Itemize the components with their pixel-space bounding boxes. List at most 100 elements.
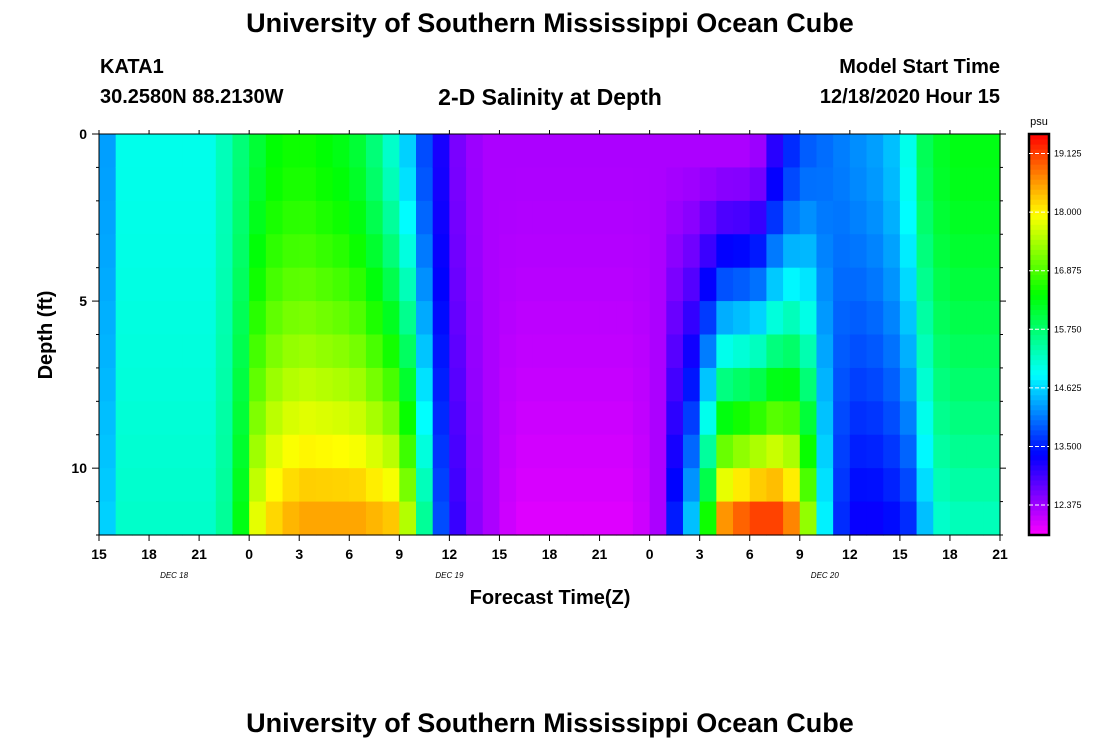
heatmap-cell xyxy=(599,334,617,369)
heatmap-cell xyxy=(349,167,367,202)
heatmap-cell xyxy=(449,401,467,436)
heatmap-cell xyxy=(799,334,818,369)
heatmap-cell xyxy=(449,468,467,503)
heatmap-cell xyxy=(365,401,384,436)
heatmap-cell xyxy=(199,334,217,369)
x-tick-label: 3 xyxy=(696,546,704,562)
heatmap-cell xyxy=(883,367,901,402)
colorbar-slice xyxy=(1029,149,1049,155)
heatmap-cell xyxy=(199,234,217,269)
heatmap-cell xyxy=(249,267,267,302)
heatmap-cell xyxy=(783,301,801,336)
heatmap-cell xyxy=(265,134,284,169)
heatmap-cell xyxy=(866,401,884,436)
heatmap-cell xyxy=(833,167,851,202)
heatmap-cell xyxy=(532,501,551,536)
heatmap-cell xyxy=(549,334,567,369)
colorbar-slice xyxy=(1029,274,1049,280)
heatmap-cell xyxy=(799,501,818,536)
heatmap-cell xyxy=(249,501,267,536)
heatmap-cell xyxy=(215,134,234,169)
heatmap-cell xyxy=(365,234,384,269)
heatmap-cell xyxy=(682,134,701,169)
heatmap-cell xyxy=(432,501,450,536)
heatmap-cell xyxy=(632,301,651,336)
colorbar-tick-label: 18.000 xyxy=(1054,207,1082,217)
heatmap-cell xyxy=(466,301,484,336)
heatmap-cell xyxy=(649,401,667,436)
heatmap-cell xyxy=(666,434,684,469)
heatmap-cell xyxy=(332,167,350,202)
heatmap-cell xyxy=(432,267,450,302)
heatmap-cell xyxy=(232,334,250,369)
heatmap-cell xyxy=(132,234,150,269)
heatmap-cell xyxy=(215,234,234,269)
heatmap-cell xyxy=(566,334,584,369)
heatmap-cell xyxy=(849,334,868,369)
colorbar-slice xyxy=(1029,304,1049,311)
heatmap-cell xyxy=(549,134,567,169)
heatmap-cell xyxy=(249,434,267,469)
heatmap-cell xyxy=(933,167,951,202)
y-tick-label: 10 xyxy=(71,460,87,476)
x-tick-label: 21 xyxy=(191,546,207,562)
heatmap-cell xyxy=(716,267,734,302)
colorbar-slice xyxy=(1029,464,1049,471)
heatmap-cell xyxy=(282,468,300,503)
heatmap-cell xyxy=(232,234,250,269)
heatmap-cell xyxy=(666,167,684,202)
heatmap-cell xyxy=(382,434,400,469)
heatmap-cell xyxy=(682,367,701,402)
heatmap-cell xyxy=(532,234,551,269)
colorbar-slice xyxy=(1029,484,1049,491)
heatmap-cell xyxy=(516,301,534,336)
heatmap-cell xyxy=(699,234,717,269)
heatmap-cell xyxy=(766,234,784,269)
heatmap-cell xyxy=(265,401,284,436)
colorbar-slice xyxy=(1029,439,1049,446)
heatmap-cell xyxy=(849,367,868,402)
heatmap-cell xyxy=(299,267,317,302)
heatmap-cell xyxy=(649,334,667,369)
heatmap-cell xyxy=(399,267,417,302)
heatmap-cell xyxy=(382,134,400,169)
colorbar-slice xyxy=(1029,284,1049,290)
heatmap-cell xyxy=(432,367,450,402)
heatmap-cell xyxy=(966,134,984,169)
heatmap-cell xyxy=(816,234,834,269)
heatmap-cell xyxy=(666,468,684,503)
x-tick-label: 3 xyxy=(295,546,303,562)
heatmap-cell xyxy=(132,401,150,436)
heatmap-cell xyxy=(249,468,267,503)
heatmap-cell xyxy=(582,334,601,369)
heatmap-cell xyxy=(733,334,751,369)
heatmap-cell xyxy=(883,301,901,336)
heatmap-cell xyxy=(949,267,968,302)
heatmap-cell xyxy=(766,134,784,169)
heatmap-cell xyxy=(616,401,634,436)
colorbar-tick-label: 19.125 xyxy=(1054,149,1082,159)
heatmap-cell xyxy=(532,200,551,235)
heatmap-cell xyxy=(282,334,300,369)
heatmap-cell xyxy=(199,167,217,202)
heatmap-cell xyxy=(599,301,617,336)
heatmap-cell xyxy=(149,134,167,169)
heatmap-cell xyxy=(115,334,133,369)
heatmap-cell xyxy=(866,134,884,169)
heatmap-cell xyxy=(466,134,484,169)
colorbar-slice xyxy=(1029,289,1049,295)
heatmap-cell xyxy=(416,234,434,269)
heatmap-cell xyxy=(382,501,400,536)
heatmap-cell xyxy=(432,401,450,436)
heatmap-cell xyxy=(449,301,467,336)
date-label: DEC 19 xyxy=(435,571,464,580)
heatmap-cell xyxy=(766,401,784,436)
heatmap-cell xyxy=(215,301,234,336)
heatmap-cell xyxy=(983,468,1001,503)
colorbar-slice xyxy=(1029,349,1049,356)
heatmap-cell xyxy=(299,234,317,269)
heatmap-cell xyxy=(983,134,1001,169)
heatmap-cell xyxy=(249,401,267,436)
heatmap-cell xyxy=(799,167,818,202)
x-tick-label: 18 xyxy=(542,546,558,562)
